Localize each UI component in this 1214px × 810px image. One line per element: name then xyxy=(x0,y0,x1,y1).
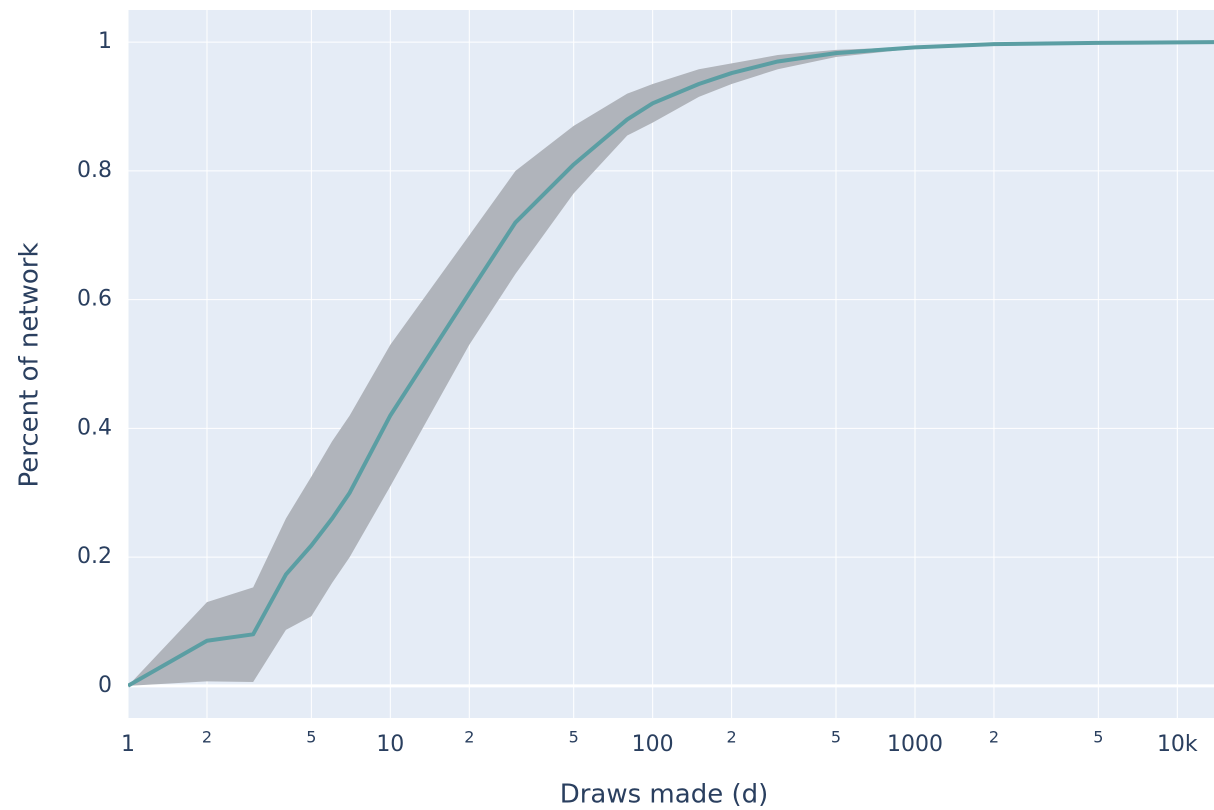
confidence-band xyxy=(128,42,1214,686)
x-tick-label: 2 xyxy=(989,728,999,747)
x-tick-label: 2 xyxy=(464,728,474,747)
x-tick-label: 5 xyxy=(569,728,579,747)
y-tick-label: 1 xyxy=(98,29,112,54)
x-tick-label: 5 xyxy=(306,728,316,747)
x-tick-label: 2 xyxy=(727,728,737,747)
x-axis-title: Draws made (d) xyxy=(560,780,769,810)
x-tick-label: 1000 xyxy=(887,732,943,757)
y-tick-label: 0.8 xyxy=(77,158,112,183)
x-tick-label: 1 xyxy=(121,732,135,757)
mean-line xyxy=(128,40,1214,688)
y-axis-title: Percent of network xyxy=(15,242,45,487)
y-tick-label: 0.2 xyxy=(77,544,112,569)
y-tick-label: 0.4 xyxy=(77,415,112,440)
x-tick-label: 5 xyxy=(1093,728,1103,747)
y-tick-label: 0 xyxy=(98,673,112,698)
x-tick-label: 5 xyxy=(831,728,841,747)
plot-layer xyxy=(128,40,1214,688)
x-tick-label: 10k xyxy=(1157,732,1198,757)
x-tick-label: 10 xyxy=(376,732,404,757)
x-tick-label: 2 xyxy=(202,728,212,747)
y-tick-label: 0.6 xyxy=(77,287,112,312)
x-tick-label: 100 xyxy=(632,732,674,757)
